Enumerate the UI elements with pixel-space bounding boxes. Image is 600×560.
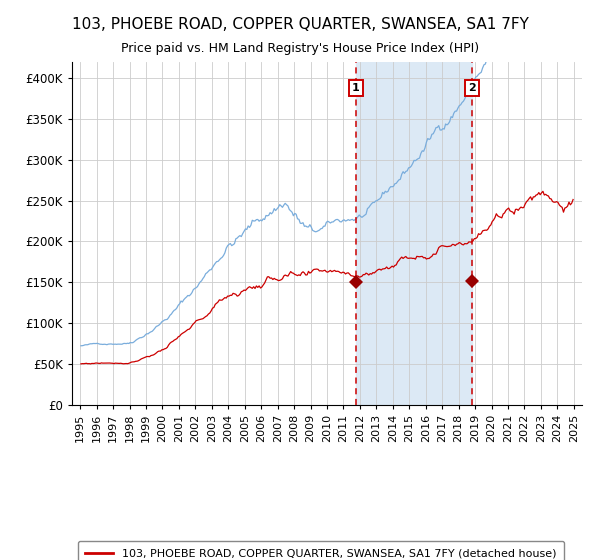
Text: Price paid vs. HM Land Registry's House Price Index (HPI): Price paid vs. HM Land Registry's House … [121, 42, 479, 55]
Text: 2: 2 [469, 83, 476, 93]
Text: 1: 1 [352, 83, 359, 93]
Bar [356, 62, 472, 405]
Legend: 103, PHOEBE ROAD, COPPER QUARTER, SWANSEA, SA1 7FY (detached house), HPI: Averag: 103, PHOEBE ROAD, COPPER QUARTER, SWANSE… [77, 541, 564, 560]
Text: 103, PHOEBE ROAD, COPPER QUARTER, SWANSEA, SA1 7FY: 103, PHOEBE ROAD, COPPER QUARTER, SWANSE… [71, 17, 529, 32]
